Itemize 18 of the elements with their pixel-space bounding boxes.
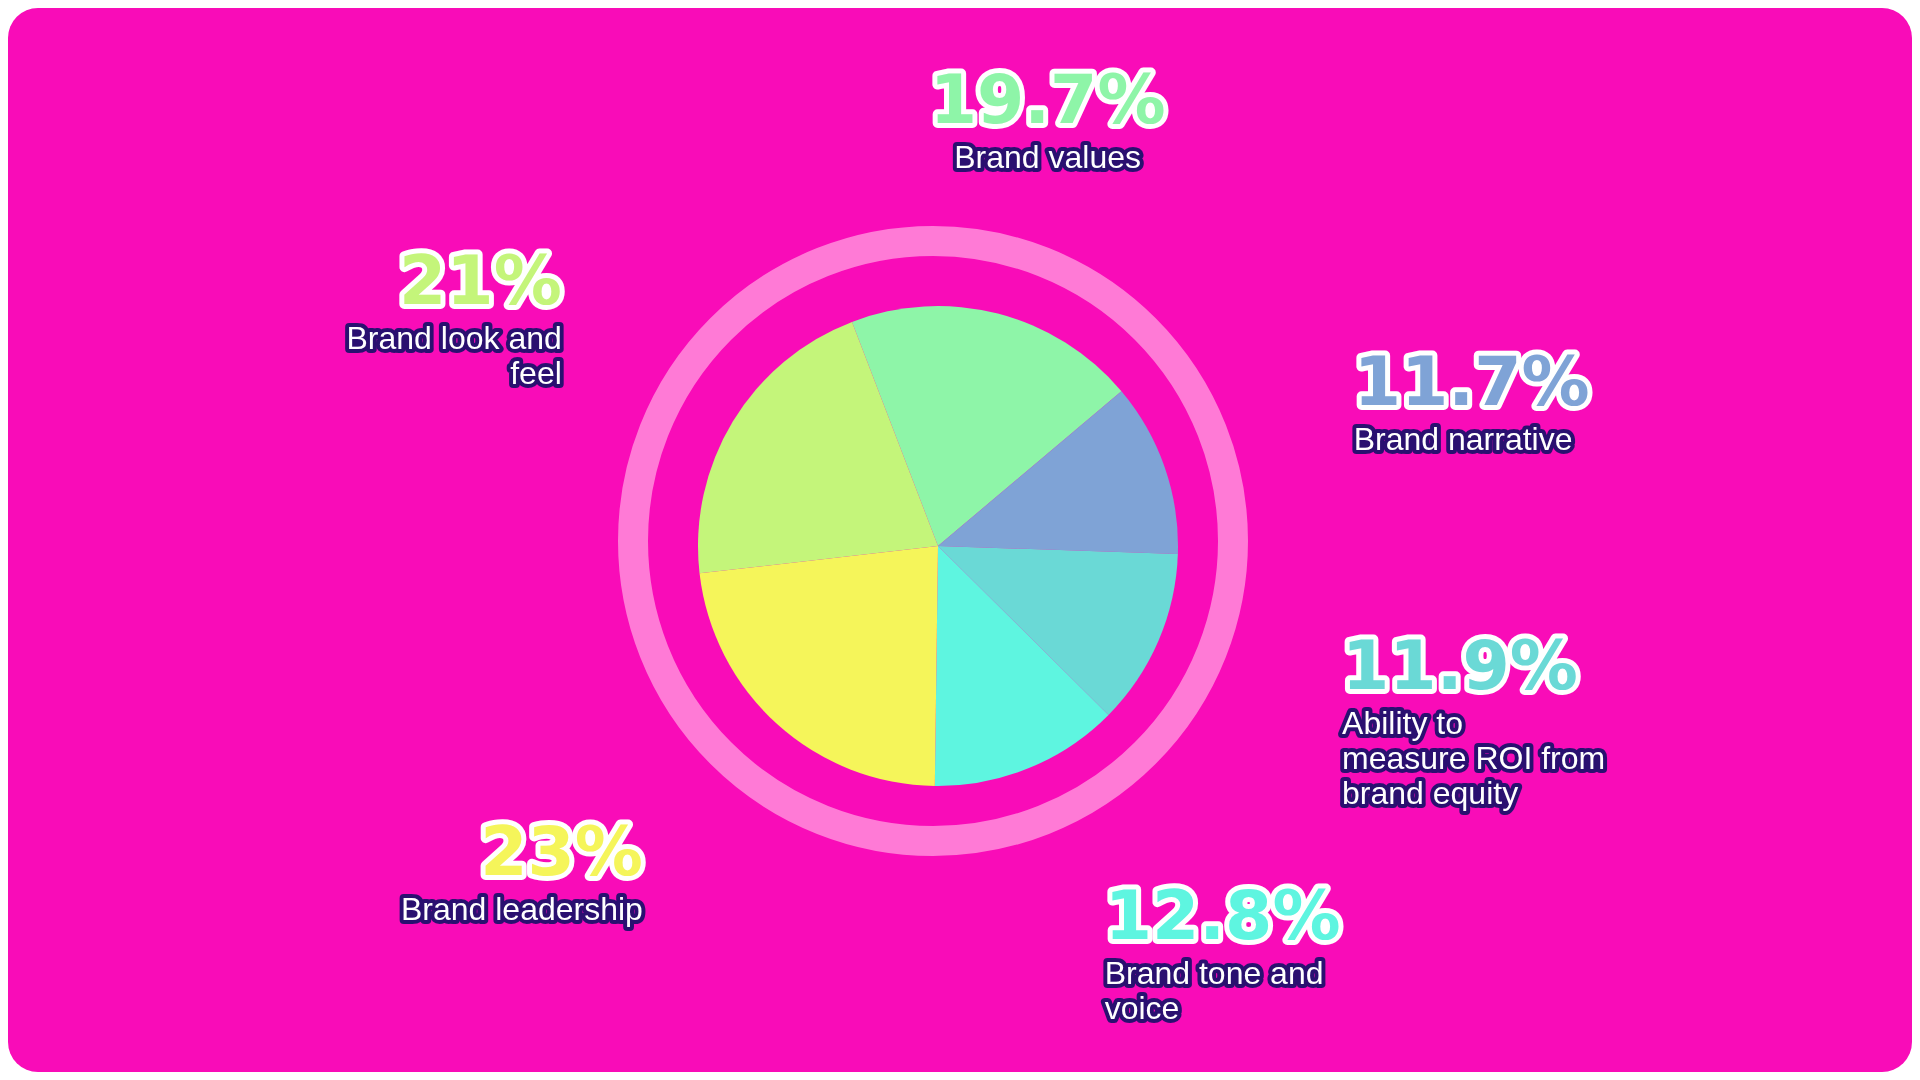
pie-slice bbox=[699, 546, 938, 786]
data-label: 11.7% bbox=[1353, 341, 1590, 421]
data-label: 21% bbox=[399, 240, 562, 320]
slice-label: Ability to measure ROI from brand equity bbox=[1342, 705, 1606, 812]
slice-label: Brand look and feel bbox=[346, 319, 562, 391]
pie-slice bbox=[934, 546, 1109, 786]
data-label: 19.7% bbox=[929, 59, 1166, 139]
slice-label: Brand narrative bbox=[1353, 420, 1573, 457]
pie-slice bbox=[938, 546, 1178, 715]
slice-label: Brand values bbox=[954, 138, 1141, 175]
slice-label: Brand leadership bbox=[400, 891, 643, 928]
data-label: 11.9% bbox=[1342, 626, 1578, 706]
data-label: 12.8% bbox=[1104, 876, 1341, 956]
data-label: 23% bbox=[480, 812, 643, 892]
pie-slice bbox=[851, 306, 1122, 546]
slice-label: Brand tone and voice bbox=[1104, 955, 1324, 1027]
pie-slice bbox=[698, 321, 938, 574]
pie-slice bbox=[938, 391, 1178, 555]
